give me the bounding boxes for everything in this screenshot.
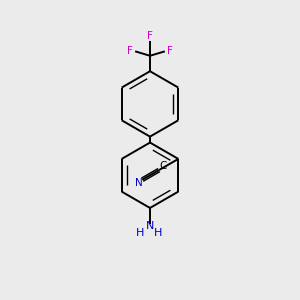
Text: N: N bbox=[135, 178, 142, 188]
Text: H: H bbox=[136, 228, 145, 238]
Text: H: H bbox=[154, 228, 163, 238]
Text: C: C bbox=[160, 161, 167, 172]
Text: N: N bbox=[146, 221, 154, 231]
Text: F: F bbox=[147, 31, 153, 40]
Text: F: F bbox=[127, 46, 133, 56]
Text: F: F bbox=[167, 46, 173, 56]
